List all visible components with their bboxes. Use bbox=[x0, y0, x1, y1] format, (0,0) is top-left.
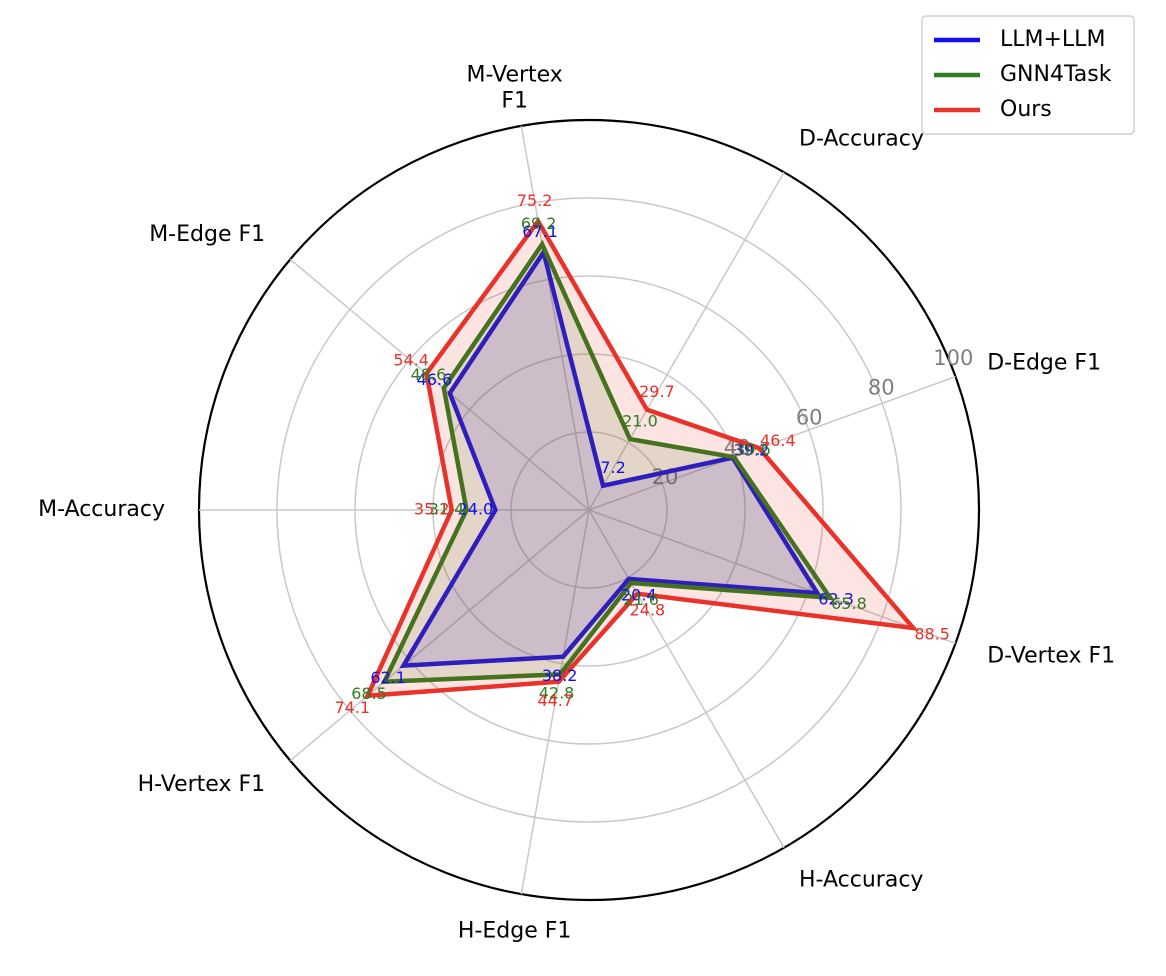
radar-labels: 62.3 39.2 7.2 67.1 46.6 24.0 62.1 38.2 20.4 65.8 3… bbox=[38, 63, 1115, 944]
radar-spoke bbox=[588, 509, 785, 849]
axis-label: M-Edge F1 bbox=[149, 222, 265, 247]
axis-label: D-Edge F1 bbox=[987, 351, 1101, 376]
data-label: 20.4 bbox=[621, 586, 657, 605]
data-label: 67.1 bbox=[522, 222, 558, 241]
data-label: 21.0 bbox=[622, 411, 658, 430]
data-label: 7.2 bbox=[600, 458, 625, 477]
radar-series bbox=[364, 217, 919, 699]
axis-label: M-Vertex F1 bbox=[466, 63, 562, 114]
radial-tick-label: 60 bbox=[796, 405, 823, 429]
data-label: 46.4 bbox=[760, 431, 796, 450]
radial-tick-label: 80 bbox=[868, 376, 895, 400]
legend-entry: GNN4Task bbox=[1000, 62, 1112, 87]
radial-tick-label: 100 bbox=[933, 346, 973, 370]
radar-spoke bbox=[289, 509, 590, 762]
legend-entry: Ours bbox=[1000, 97, 1052, 122]
data-label: 69.2 bbox=[521, 214, 557, 233]
data-label: 46.6 bbox=[417, 370, 453, 389]
axis-label: H-Accuracy bbox=[799, 868, 923, 893]
legend: LLM+LLM GNN4Task Ours bbox=[921, 15, 1135, 135]
legend-entry: LLM+LLM bbox=[1000, 27, 1105, 52]
radar-spoke bbox=[588, 509, 956, 645]
legend-box bbox=[921, 15, 1135, 135]
axis-label: D-Vertex F1 bbox=[987, 643, 1115, 668]
axis-label: D-Accuracy bbox=[799, 126, 924, 151]
data-label: 31.4 bbox=[429, 500, 465, 519]
data-label: 39.2 bbox=[734, 440, 770, 459]
axis-label: H-Vertex F1 bbox=[138, 772, 266, 797]
series-llm-llm-polygon bbox=[399, 246, 822, 669]
radar-spoke bbox=[588, 171, 785, 511]
radar-spoke bbox=[520, 125, 590, 511]
data-label: 48.6 bbox=[411, 365, 447, 384]
data-label: 65.8 bbox=[831, 594, 867, 613]
data-label: 39.6 bbox=[735, 440, 771, 459]
data-label: 38.2 bbox=[542, 666, 578, 685]
data-label: 88.5 bbox=[914, 624, 950, 643]
radar-spoke bbox=[520, 509, 590, 895]
axis-label: H-Edge F1 bbox=[458, 918, 572, 943]
data-label: 35.2 bbox=[414, 500, 450, 519]
data-label: 74.1 bbox=[334, 698, 370, 717]
data-label: 24.8 bbox=[630, 601, 666, 620]
data-label: 62.3 bbox=[818, 589, 854, 608]
radar-spoke bbox=[588, 375, 956, 511]
data-label: 29.7 bbox=[639, 382, 675, 401]
data-label: 42.8 bbox=[539, 684, 575, 703]
data-label: 21.6 bbox=[623, 590, 659, 609]
radar-spoke bbox=[289, 258, 590, 511]
series-ours-polygon bbox=[364, 217, 919, 699]
data-label: 54.4 bbox=[393, 350, 429, 369]
data-label: 75.2 bbox=[517, 191, 553, 210]
data-label: 68.5 bbox=[351, 684, 387, 703]
series-gnn4task-polygon bbox=[380, 239, 835, 685]
data-label: 24.0 bbox=[458, 500, 494, 519]
data-label: 44.7 bbox=[537, 691, 573, 710]
data-label: 62.1 bbox=[370, 668, 406, 687]
axis-label: M-Accuracy bbox=[38, 497, 165, 522]
